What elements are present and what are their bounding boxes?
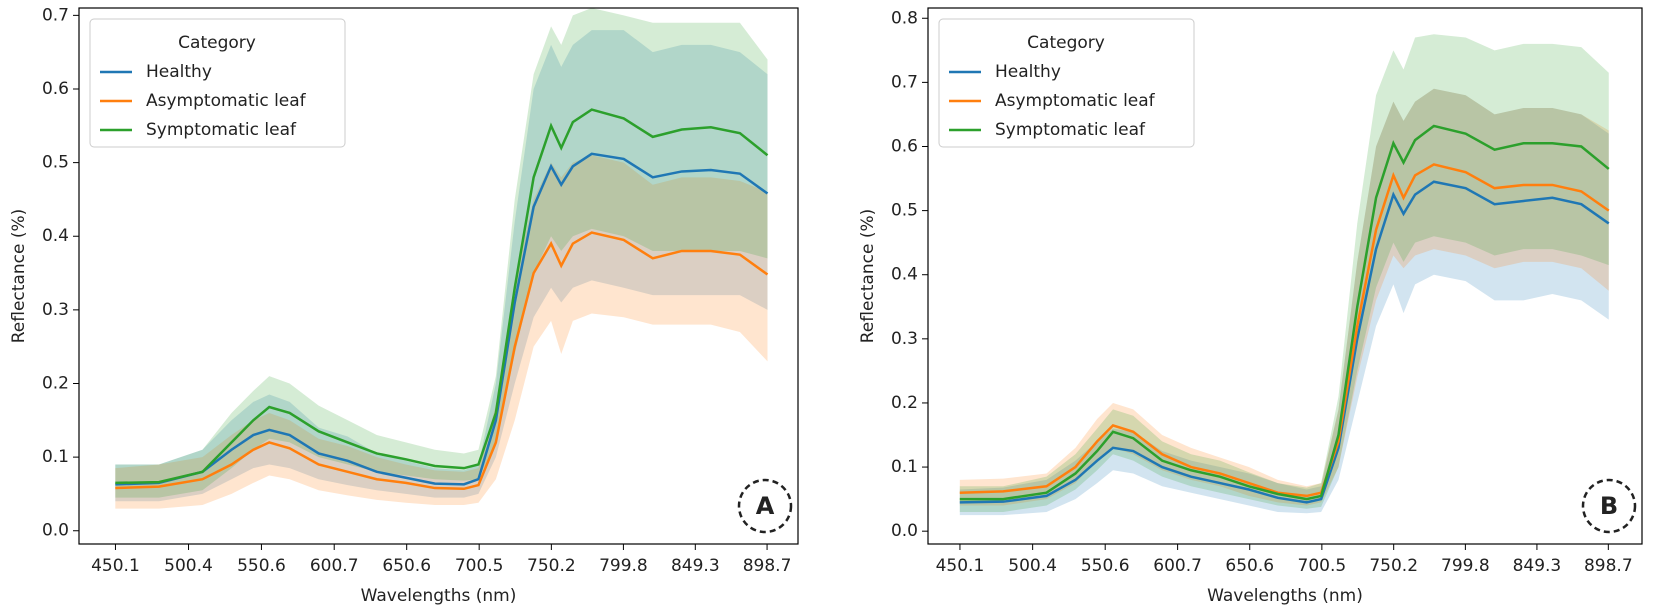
confidence-band bbox=[959, 88, 1609, 506]
x-tick-label: 450.1 bbox=[936, 556, 985, 576]
legend-label: Symptomatic leaf bbox=[995, 120, 1146, 140]
y-tick-label: 0.3 bbox=[891, 329, 918, 349]
x-tick-label: 898.7 bbox=[1584, 556, 1633, 576]
x-tick-label: 600.7 bbox=[310, 556, 359, 576]
plot-frame bbox=[927, 7, 1643, 545]
y-tick-label: 0.6 bbox=[891, 136, 918, 156]
y-tick-label: 0.2 bbox=[891, 393, 918, 413]
confidence-band bbox=[115, 8, 768, 498]
series-line bbox=[959, 124, 1610, 501]
x-axis-label: Wavelengths (nm) bbox=[1207, 586, 1363, 606]
plot-frame bbox=[78, 7, 799, 545]
x-tick-label: 500.4 bbox=[1008, 556, 1057, 576]
legend-box bbox=[89, 18, 346, 148]
panel: 450.1 500.4 550.6 600.7 650.6 700.5 750.2 799.8… bbox=[858, 7, 1643, 606]
annotation: A bbox=[756, 492, 775, 520]
y-axis-label: Reflectance (%) bbox=[9, 209, 29, 344]
legend-title: Category bbox=[1027, 33, 1105, 53]
annotation: B bbox=[1600, 492, 1618, 520]
legend-label: Asymptomatic leaf bbox=[146, 91, 307, 111]
y-tick-label: 0.1 bbox=[891, 457, 918, 477]
y-tick-label: 0.1 bbox=[42, 447, 69, 467]
confidence-band bbox=[959, 88, 1609, 516]
x-tick-label: 600.7 bbox=[1153, 556, 1202, 576]
y-tick-label: 0.5 bbox=[891, 201, 918, 221]
series-line bbox=[115, 231, 769, 491]
panel: 450.1 500.4 550.6 600.7 650.6 700.5 750.2 799.8… bbox=[9, 5, 799, 606]
x-tick-label: 700.5 bbox=[1298, 556, 1347, 576]
x-tick-label: 799.8 bbox=[599, 556, 648, 576]
x-tick-label: 650.6 bbox=[382, 556, 431, 576]
legend-label: Symptomatic leaf bbox=[146, 120, 297, 140]
x-tick-label: 450.1 bbox=[91, 556, 140, 576]
x-axis-label: Wavelengths (nm) bbox=[361, 586, 517, 606]
y-tick-label: 0.2 bbox=[42, 373, 69, 393]
y-tick-label: 0.3 bbox=[42, 300, 69, 320]
y-tick-label: 0.0 bbox=[42, 521, 69, 541]
confidence-band bbox=[115, 155, 768, 509]
y-tick-label: 0.4 bbox=[42, 226, 69, 246]
confidence-band bbox=[115, 30, 768, 502]
x-tick-label: 898.7 bbox=[743, 556, 792, 576]
x-tick-label: 750.2 bbox=[1369, 556, 1418, 576]
confidence-band bbox=[959, 34, 1609, 512]
x-tick-label: 849.3 bbox=[1513, 556, 1562, 576]
y-tick-label: 0.0 bbox=[891, 521, 918, 541]
y-tick-label: 0.4 bbox=[891, 265, 918, 285]
legend-label: Healthy bbox=[146, 62, 212, 82]
annotation-circle bbox=[737, 478, 793, 534]
y-tick-label: 0.8 bbox=[891, 8, 918, 28]
x-tick-label: 849.3 bbox=[671, 556, 720, 576]
x-tick-label: 650.6 bbox=[1225, 556, 1274, 576]
series-line bbox=[115, 152, 769, 486]
x-tick-label: 550.6 bbox=[237, 556, 286, 576]
y-axis-label: Reflectance (%) bbox=[858, 209, 878, 344]
legend-title: Category bbox=[178, 33, 256, 53]
x-tick-label: 799.8 bbox=[1441, 556, 1490, 576]
y-tick-label: 0.7 bbox=[891, 72, 918, 92]
x-tick-label: 550.6 bbox=[1081, 556, 1130, 576]
annotation-circle bbox=[1581, 478, 1637, 534]
series-line bbox=[959, 180, 1610, 504]
legend-label: Healthy bbox=[995, 62, 1061, 82]
x-tick-label: 500.4 bbox=[164, 556, 213, 576]
y-tick-label: 0.7 bbox=[42, 5, 69, 25]
y-tick-label: 0.6 bbox=[42, 79, 69, 99]
legend-label: Asymptomatic leaf bbox=[995, 91, 1156, 111]
x-tick-label: 700.5 bbox=[455, 556, 504, 576]
y-tick-label: 0.5 bbox=[42, 153, 69, 173]
legend-box bbox=[938, 18, 1195, 148]
x-tick-label: 750.2 bbox=[527, 556, 576, 576]
series-line bbox=[115, 108, 769, 485]
